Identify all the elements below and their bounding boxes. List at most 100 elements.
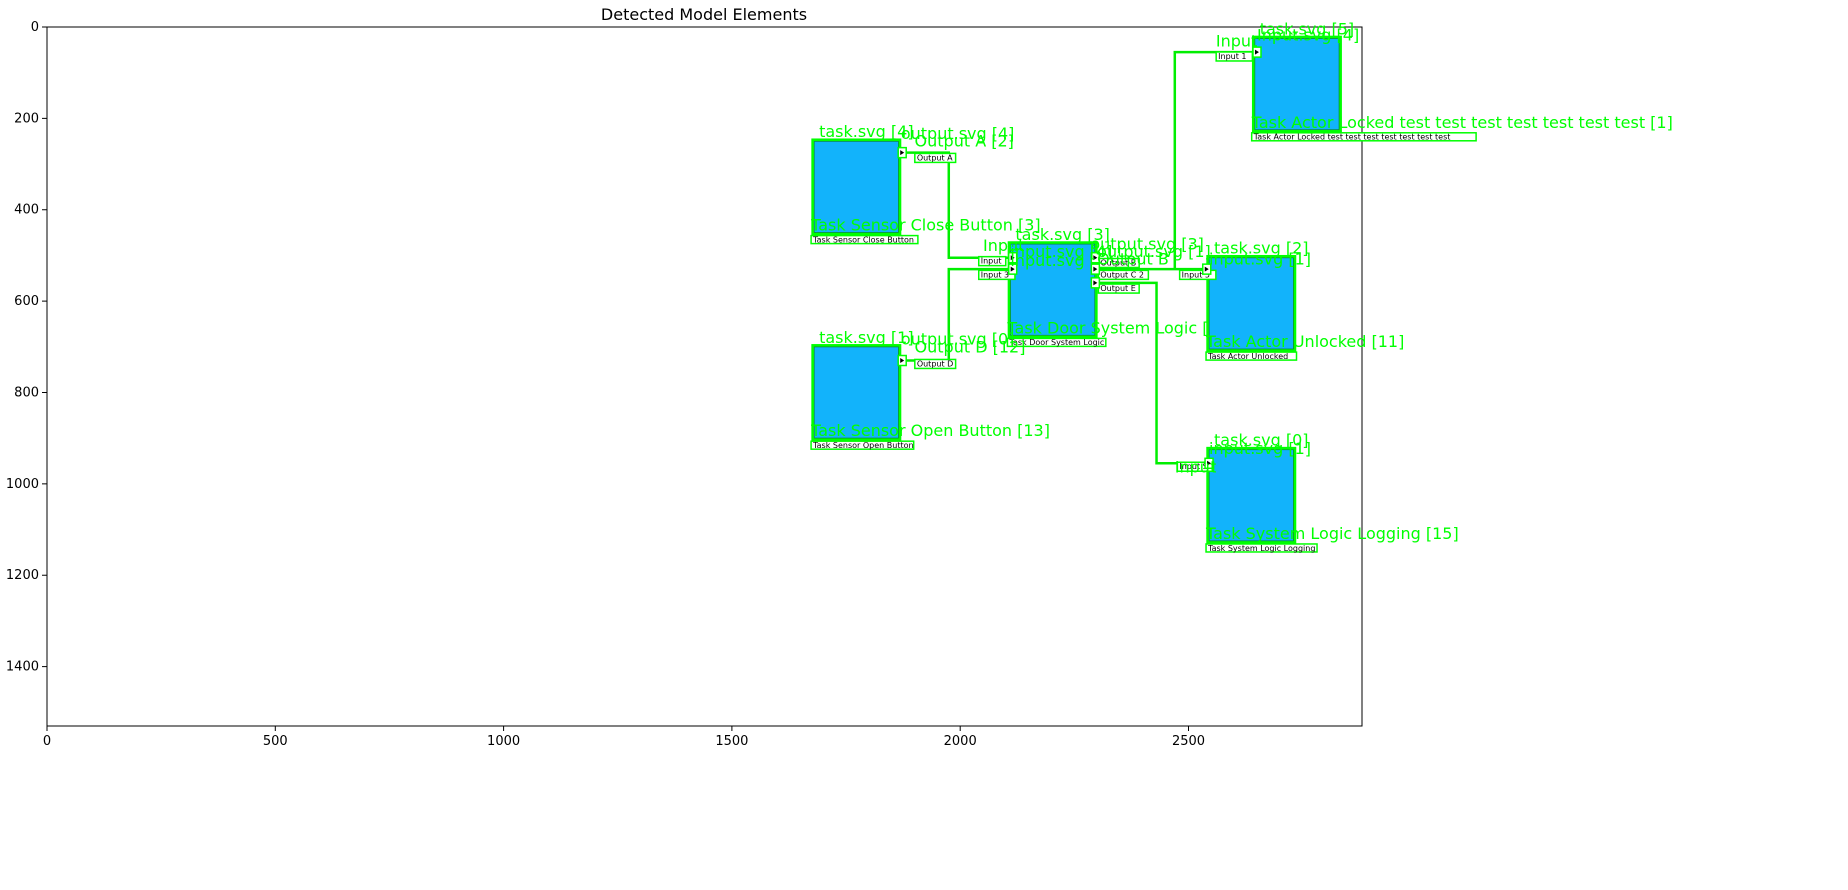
x-tick-label: 2000 xyxy=(944,734,977,749)
task-body xyxy=(1208,257,1295,350)
x-tick-label: 1500 xyxy=(715,734,748,749)
task-caption: Task Sensor Open Button xyxy=(812,441,913,450)
y-tick-label: 800 xyxy=(14,385,39,400)
task-caption-box xyxy=(810,440,915,450)
task-door-system-logic[interactable]: Task Door System Logic task.svg [3] Task D… xyxy=(1006,225,1235,347)
port-label-box xyxy=(914,358,957,370)
detection-port-label: Input xyxy=(1216,32,1257,51)
task-svg-label: task.svg [2] xyxy=(1214,239,1308,258)
y-tick-label: 400 xyxy=(14,203,39,218)
port-arrow-icon xyxy=(1093,280,1098,286)
task-detection-label: Task Door System Logic [10] xyxy=(1006,318,1235,337)
detection-port-label: output.svg [4] xyxy=(901,124,1015,143)
task-detection-box xyxy=(1206,446,1297,544)
port-arrow-icon xyxy=(1010,255,1015,261)
task-svg-label: task.svg [1] xyxy=(819,328,913,347)
task-caption-box xyxy=(1205,543,1318,553)
task-detection-box xyxy=(1007,241,1098,339)
task-caption-box xyxy=(1250,132,1477,142)
port-label: Output E xyxy=(1100,284,1135,293)
detection-port-label: input.svg [4] xyxy=(1010,242,1112,261)
detection-port-label: output.svg [1] xyxy=(1097,242,1211,261)
port-label: Input 1 xyxy=(1218,52,1246,61)
task-detection-box xyxy=(811,344,902,441)
task-caption: Task Actor Locked test test test test te… xyxy=(1253,133,1451,142)
port-arrow-icon xyxy=(1093,255,1098,261)
x-tick-label: 2500 xyxy=(1172,734,1205,749)
y-tick-label: 1400 xyxy=(6,660,39,675)
detection-port-label: Input xyxy=(1175,457,1216,476)
detection-port-label: output.svg [0] xyxy=(901,330,1015,349)
task-svg-label: task.svg [0] xyxy=(1214,431,1308,450)
detection-port-labels: output.svg [4]Output A [2] output.svg [0]… xyxy=(901,26,1359,477)
task-detection-box xyxy=(1251,35,1342,133)
port-label: Output D xyxy=(917,359,954,368)
port-label: Input xyxy=(981,257,1002,266)
task-detection-label: Task Actor Unlocked [11] xyxy=(1205,332,1404,351)
x-tick-label: 500 xyxy=(263,734,288,749)
task-body xyxy=(813,346,900,439)
figure-title: Detected Model Elements xyxy=(601,5,807,24)
task-caption: Task Door System Logic xyxy=(1008,338,1104,347)
port-label: Input 3 xyxy=(981,270,1009,279)
task-detection-label: Task Sensor Close Button [3] xyxy=(810,216,1041,235)
detection-port-label: Output A [2] xyxy=(915,132,1014,151)
port-arrow-icon xyxy=(900,358,905,364)
task-sensor-open-button[interactable]: Task Sensor Open Button task.svg [1] Task … xyxy=(810,328,1050,450)
detection-port-label: Output D [12] xyxy=(915,337,1026,356)
task-detection-box xyxy=(811,138,902,236)
task-actor-unlocked[interactable]: Task Actor Unlocked task.svg [2] Task Acto… xyxy=(1205,239,1404,361)
x-axis-ticks: 0 500 1000 1500 2000 2500 xyxy=(43,726,1205,749)
task-body xyxy=(813,140,900,234)
task-caption-box xyxy=(810,234,919,245)
detection-port-label: Output B xyxy=(1097,250,1169,269)
task-caption-box xyxy=(1205,351,1298,361)
detection-port-label: output.svg [3] xyxy=(1090,234,1204,253)
port-label: Output C 2 xyxy=(1100,270,1144,279)
y-axis-ticks: 0 200 400 600 800 1000 1200 1400 xyxy=(6,20,47,675)
port-label-box xyxy=(914,152,957,164)
y-tick-label: 1000 xyxy=(6,477,39,492)
y-tick-label: 600 xyxy=(14,294,39,309)
task-sensor-close-button[interactable]: Task Sensor Close Button task.svg [4] Task… xyxy=(810,122,1041,244)
detection-port-label: Input.svg [4] xyxy=(1257,26,1359,45)
task-svg-label: task.svg [3] xyxy=(1015,225,1109,244)
task-system-logic-logging[interactable]: Task System Logic Logging task.svg [0] Tas… xyxy=(1205,431,1459,553)
task-detection-label: Task System Logic Logging [15] xyxy=(1205,524,1459,543)
y-tick-label: 1200 xyxy=(6,568,39,583)
task-svg-label: task.svg [4] xyxy=(819,122,913,141)
task-body xyxy=(1254,37,1340,131)
task-detection-label: Task Actor Locked test test test test te… xyxy=(1251,113,1673,132)
port-label-box xyxy=(1178,269,1217,281)
task-actor-locked[interactable]: Task Actor Locked test test test test te… xyxy=(1251,19,1673,141)
task-detection-box xyxy=(1206,254,1297,352)
task-svg-label: task.svg [5] xyxy=(1260,19,1354,38)
port-text-labels: Output A Output D Input Input 3 Output B Outp… xyxy=(897,46,1262,472)
port-label: Input S xyxy=(1179,462,1207,471)
task-nodes: Task Sensor Close Button task.svg [4] Task… xyxy=(810,19,1673,552)
port-arrow-icon xyxy=(900,150,905,156)
port-arrow-icon xyxy=(1207,460,1212,466)
y-tick-label: 200 xyxy=(14,111,39,126)
detection-port-label: input.svg [1] xyxy=(1209,250,1311,269)
x-tick-label: 0 xyxy=(43,734,51,749)
port-arrow-icon xyxy=(1093,266,1098,272)
x-tick-label: 1000 xyxy=(487,734,520,749)
port-arrow-icon xyxy=(1254,49,1259,55)
detection-port-label: input.svg [1] xyxy=(1209,439,1311,458)
port-label: Output B xyxy=(1100,258,1136,267)
port-label-box xyxy=(977,255,1007,267)
task-caption: Task Sensor Close Button xyxy=(812,235,914,244)
task-body xyxy=(1208,449,1295,542)
task-caption: Task System Logic Logging xyxy=(1207,544,1315,553)
task-caption-box xyxy=(1006,337,1107,348)
y-tick-label: 0 xyxy=(31,20,39,35)
task-caption: Task Actor Unlocked xyxy=(1207,352,1288,361)
port-label: Output A xyxy=(917,153,953,162)
detection-port-label: Input xyxy=(983,236,1024,255)
task-body xyxy=(1009,243,1096,336)
port-arrow-icon xyxy=(1010,266,1015,272)
port-arrow-icon xyxy=(1204,266,1209,272)
task-detection-label: Task Sensor Open Button [13] xyxy=(810,421,1050,440)
port-label: Input 5 xyxy=(1182,270,1210,279)
